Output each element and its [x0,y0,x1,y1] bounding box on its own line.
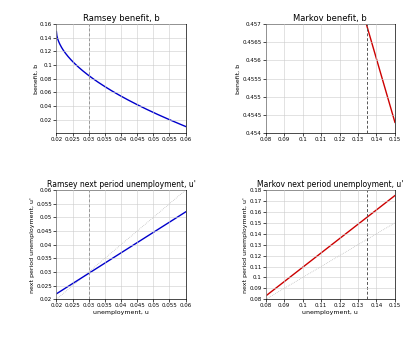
Title: Ramsey benefit, b: Ramsey benefit, b [83,14,160,23]
X-axis label: unemployment, u: unemployment, u [93,310,149,315]
X-axis label: unemployment, u: unemployment, u [302,310,358,315]
Y-axis label: next period unemployment, u': next period unemployment, u' [30,197,35,293]
Y-axis label: next period unemployment, u': next period unemployment, u' [243,197,248,293]
Y-axis label: benefit, b: benefit, b [33,64,39,94]
Title: Markov benefit, b: Markov benefit, b [293,14,367,23]
Y-axis label: benefit, b: benefit, b [236,64,241,94]
Title: Markov next period unemployment, u': Markov next period unemployment, u' [257,180,403,189]
Title: Ramsey next period unemployment, u': Ramsey next period unemployment, u' [47,180,195,189]
